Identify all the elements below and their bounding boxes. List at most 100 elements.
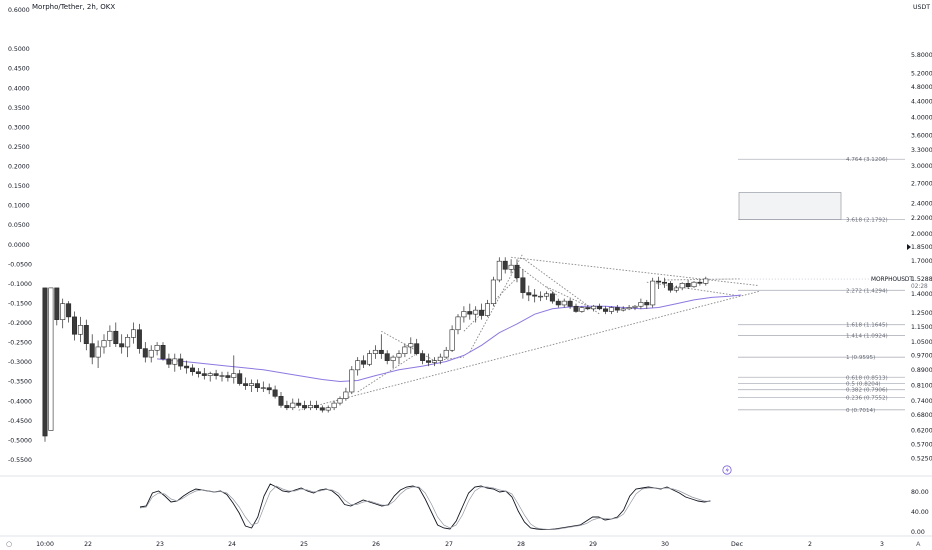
x-axis-tick: 2: [808, 541, 812, 548]
left-axis-tick: 0.3000: [8, 124, 30, 131]
candle-body: [372, 349, 378, 354]
candle-body: [661, 281, 667, 284]
candle: [549, 291, 555, 304]
oscillator-axis-tick: 0.00: [911, 529, 925, 536]
x-axis-tick: 29: [589, 541, 597, 548]
candle-body: [638, 302, 644, 307]
candle: [83, 319, 89, 351]
left-axis-tick: -0.2000: [8, 320, 32, 327]
right-axis-tick: 3.6000: [911, 132, 932, 139]
candle-body: [349, 369, 355, 393]
candle-body: [437, 356, 443, 361]
candle-body: [136, 329, 142, 349]
candle: [508, 259, 514, 274]
candle-body: [66, 303, 72, 318]
left-axis-tick: -0.1000: [8, 281, 32, 288]
candle-body: [555, 300, 561, 306]
candle: [484, 299, 490, 317]
candle-body: [667, 283, 673, 291]
target-zone-box: [738, 192, 842, 220]
candle: [532, 289, 538, 303]
fib-level-label: 0.236 (0.7552): [846, 395, 888, 401]
candle: [148, 345, 154, 363]
gear-icon: ○: [6, 540, 12, 548]
candle-body: [313, 405, 319, 409]
candle-body: [219, 375, 225, 377]
candle: [685, 279, 691, 290]
candle: [414, 338, 420, 356]
candle-body: [54, 287, 60, 320]
candle-body: [131, 329, 137, 338]
left-axis-tick: 0.2000: [8, 164, 30, 171]
candle: [119, 334, 125, 354]
candle: [626, 304, 632, 311]
candle-body: [296, 402, 302, 406]
candle-body: [355, 360, 361, 371]
x-axis-tick: 3: [880, 541, 884, 548]
candle-body: [650, 280, 656, 306]
candle: [402, 343, 408, 358]
candle: [237, 369, 243, 386]
candle: [231, 355, 237, 384]
candle-body: [125, 337, 131, 348]
candle-body: [514, 264, 520, 279]
candle: [313, 400, 319, 411]
lightning-icon: [722, 465, 732, 475]
candle: [449, 325, 455, 352]
candle-body: [337, 398, 343, 404]
fib-level-label: 1.414 (1.0924): [846, 333, 888, 339]
left-axis-tick: 0.3500: [8, 105, 30, 112]
x-axis-tick: Dec: [731, 541, 744, 548]
trend-line: [357, 353, 417, 393]
candle-body: [160, 345, 166, 360]
trend-line: [511, 256, 759, 287]
candle: [555, 298, 561, 308]
candle: [213, 369, 219, 380]
chart-title: Morpho/Tether, 2h, OKX: [32, 3, 116, 11]
left-axis-tick: 0.1500: [8, 183, 30, 190]
candle: [543, 291, 549, 300]
candle-body: [479, 309, 485, 316]
candle-body: [231, 373, 237, 378]
x-axis-tick: 25: [300, 541, 308, 548]
candle: [343, 387, 349, 401]
candle-body: [272, 389, 278, 397]
candle-body: [60, 303, 66, 320]
candle: [195, 367, 201, 378]
candle: [667, 281, 673, 293]
countdown-label: 02:28: [911, 284, 928, 290]
candle-body: [72, 316, 78, 335]
candle-body: [520, 277, 526, 293]
candle-body: [225, 375, 231, 378]
candle: [331, 400, 337, 411]
candle: [66, 301, 72, 323]
candle: [473, 306, 479, 323]
candle-body: [656, 280, 662, 283]
right-axis-tick: 1.1500: [911, 324, 932, 331]
candle-body: [549, 293, 555, 302]
fib-level-label: 2.272 (1.4294): [846, 288, 888, 294]
candle-body: [502, 260, 508, 270]
candle: [561, 298, 567, 308]
candle-body: [366, 353, 372, 365]
candle-body: [632, 305, 638, 308]
right-axis-tick: 0.7400: [911, 398, 932, 405]
candle: [591, 304, 597, 312]
oscillator-axis-tick: 40.00: [911, 509, 929, 516]
candle-body: [77, 325, 83, 335]
candle: [656, 276, 662, 290]
candle: [166, 353, 172, 368]
candle: [514, 259, 520, 283]
candle: [172, 353, 178, 372]
candle: [567, 298, 573, 309]
candle: [608, 306, 614, 315]
candle-body: [260, 387, 266, 389]
candle: [361, 355, 367, 368]
candle-body: [302, 405, 308, 409]
oscillator-line: [139, 483, 711, 530]
candle: [113, 322, 119, 347]
candle-body: [449, 329, 455, 351]
candle-body: [195, 371, 201, 374]
right-axis-tick: 0.6800: [911, 412, 932, 419]
